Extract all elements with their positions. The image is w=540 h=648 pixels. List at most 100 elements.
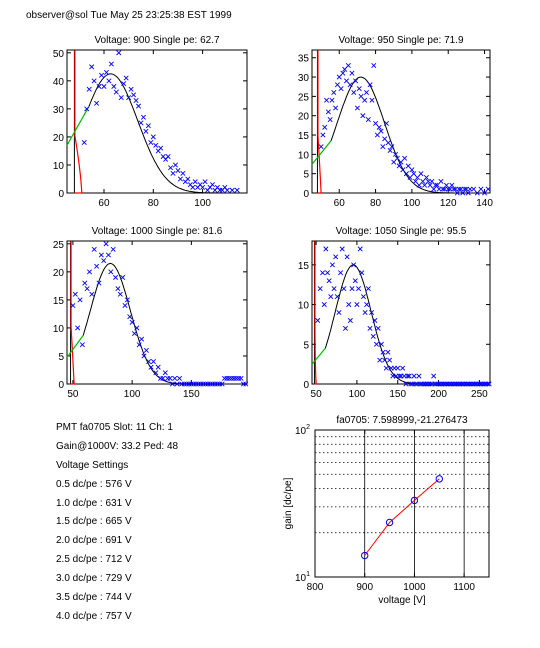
data-point [409,167,415,173]
pedestal-tail [70,241,75,385]
data-point [99,72,105,78]
data-point [378,341,384,347]
data-point [338,270,344,276]
data-point [411,373,417,379]
pmt-id-line: PMT fa0705 Slot: 11 Ch: 1 [56,422,173,433]
data-point [77,297,83,303]
data-point [91,78,97,84]
data-point [143,347,149,353]
data-point [111,83,117,89]
data-point [139,336,145,342]
x-tick-label: 1100 [453,582,475,593]
data-point [438,178,444,184]
data-point [229,187,235,193]
data-point [383,365,389,371]
y-tick-label: 5 [303,340,309,351]
chart-title: Voltage: 950 Single pe: 71.9 [338,35,464,46]
data-point [358,93,364,99]
x-tick-label: 50 [67,389,79,400]
x-tick-label: 60 [334,198,346,209]
data-point [120,274,126,280]
data-point [89,64,95,70]
data-point [356,286,362,292]
data-point [403,171,409,177]
data-point [75,325,81,331]
x-tick-label: 140 [476,198,493,209]
data-point [423,175,429,181]
data-point [485,186,491,192]
x-tick-label: 100 [124,389,141,400]
data-point [351,89,357,96]
y-tick-label: 30 [53,105,65,116]
data-point [317,286,323,292]
data-point [141,353,147,359]
data-point [103,241,109,247]
data-point [329,97,335,103]
data-point [124,297,130,303]
data-point [224,187,230,193]
x-tick-label: 80 [148,198,160,209]
data-point [377,357,383,363]
pedestal-tail [314,241,317,385]
data-point [336,74,342,80]
data-point [382,136,388,142]
y-tick-label: 25 [53,240,65,251]
voltage-setting-line: 2.0 dc/pe : 691 V [56,535,132,546]
data-point [425,178,431,184]
data-point [150,359,156,365]
gain-pedestal-line: Gain@1000V: 33.2 Ped: 48 [56,441,179,452]
data-point [478,186,484,192]
data-point [413,381,419,387]
data-point [486,381,492,387]
data-point [391,159,397,165]
y-tick-label: 10 [53,161,65,172]
data-point [359,270,365,276]
x-tick-label: 120 [440,198,457,209]
gaussian-fit-curve [88,73,247,194]
data-point [333,254,339,260]
data-point [342,325,348,331]
data-point [364,302,370,308]
data-point [443,182,449,188]
data-point [127,314,133,320]
data-point [153,370,159,376]
data-point [408,381,414,387]
y-tick-label: 0 [303,189,309,200]
data-point [351,262,357,268]
y-tick-label: 5 [58,352,64,363]
data-point [445,186,451,192]
data-point [357,246,363,252]
data-point [185,176,191,182]
y-tick-label: 15 [53,296,65,307]
plot-header: observer@sol Tue May 25 23:25:38 EST 199… [26,10,232,21]
data-point [400,167,406,173]
data-point [143,128,149,134]
gaussian-fit-curve [324,264,490,385]
y-tick-label: 5 [303,170,309,181]
data-point [321,302,327,308]
data-point [101,258,107,264]
data-point [84,286,90,292]
data-point [405,373,411,379]
data-point [162,370,168,376]
data-point [323,246,329,252]
data-point [176,375,183,381]
data-point [372,317,378,323]
x-tick-label: 800 [307,582,324,593]
y-tick-label: 40 [53,77,65,88]
data-point [449,182,455,188]
data-point [342,66,348,72]
data-point [376,124,382,130]
data-point [400,365,406,371]
data-point [81,140,87,146]
data-point [174,381,180,387]
data-point [349,286,355,292]
data-point [398,159,404,165]
data-point [414,175,420,181]
data-point [339,246,345,252]
voltage-setting-line: 1.5 dc/pe : 665 V [56,516,132,527]
data-point [403,381,409,387]
y-tick-label: 35 [298,54,310,65]
data-point [354,302,360,308]
